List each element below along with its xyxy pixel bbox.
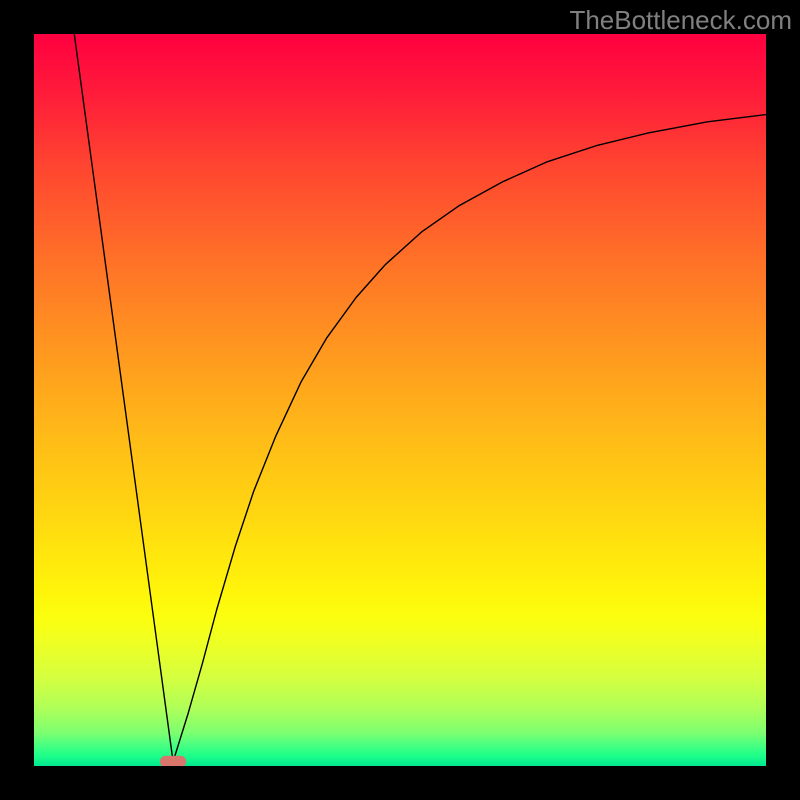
plot-area <box>34 34 766 766</box>
chart-svg <box>34 34 766 766</box>
optimum-marker <box>160 756 186 766</box>
gradient-background <box>34 34 766 766</box>
watermark-text: TheBottleneck.com <box>569 5 792 36</box>
chart-container: TheBottleneck.com <box>0 0 800 800</box>
